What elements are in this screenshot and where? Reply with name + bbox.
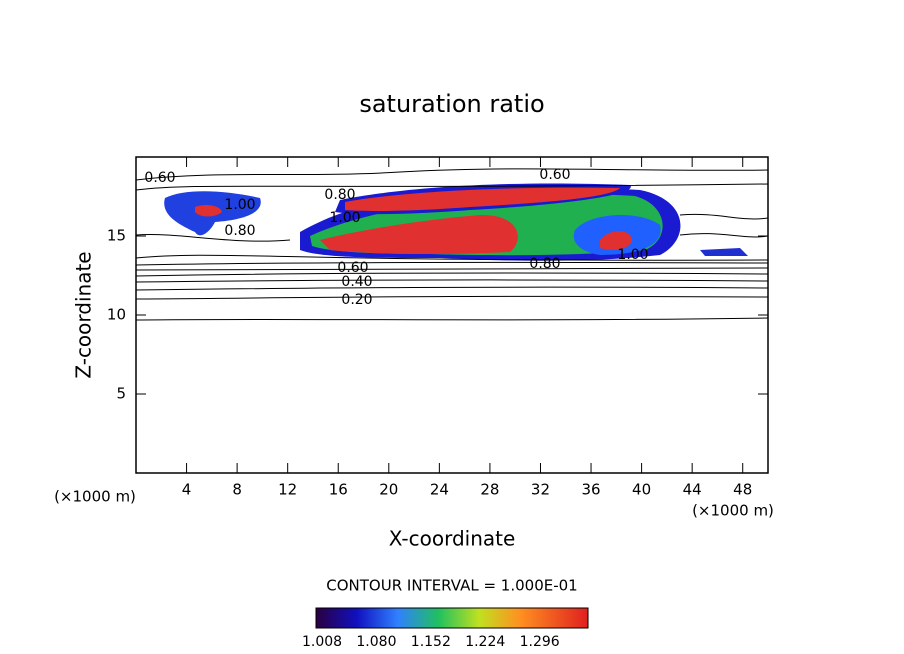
contour-label: 1.00	[617, 247, 648, 263]
x-tick-label: 40	[632, 481, 651, 499]
y-tick-label: 5	[116, 385, 126, 403]
y-unit: (×1000 m)	[692, 502, 774, 520]
x-tick-label: 48	[733, 481, 752, 499]
colorbar	[315, 607, 589, 629]
x-tick-label: 12	[278, 481, 297, 499]
contour-label: 1.00	[329, 210, 360, 226]
contour-label: 0.80	[324, 187, 355, 203]
x-axis-label: X-coordinate	[389, 527, 516, 551]
field-fill	[164, 183, 748, 261]
contour-label: 0.20	[341, 292, 372, 308]
x-tick-label: 8	[232, 481, 242, 499]
colorbar-label: 1.152	[411, 634, 451, 650]
colorbar-label: 1.224	[465, 634, 505, 650]
y-tick-label: 10	[107, 306, 126, 324]
contour-label: 0.80	[224, 223, 255, 239]
chart-title: saturation ratio	[359, 90, 544, 118]
x-tick-label: 20	[379, 481, 398, 499]
colorbar-label: 1.296	[520, 634, 560, 650]
contour-label: 0.60	[337, 260, 368, 276]
contour-label: 0.60	[539, 167, 570, 183]
contour-label: 0.80	[529, 256, 560, 272]
contour-label: 0.60	[144, 170, 175, 186]
x-tick-label: 24	[430, 481, 449, 499]
x-tick-label: 36	[581, 481, 600, 499]
contour-interval: CONTOUR INTERVAL = 1.000E-01	[326, 577, 577, 595]
x-unit: (×1000 m)	[54, 488, 136, 506]
x-tick-label: 44	[683, 481, 702, 499]
x-tick-label: 28	[480, 481, 499, 499]
x-tick-label: 16	[329, 481, 348, 499]
x-tick-label: 4	[182, 481, 192, 499]
x-tick-label: 32	[531, 481, 550, 499]
colorbar-label: 1.080	[356, 634, 396, 650]
y-tick-label: 15	[107, 227, 126, 245]
y-axis-label: Z-coordinate	[72, 251, 96, 378]
contour-label: 1.00	[224, 197, 255, 213]
colorbar-label: 1.008	[302, 634, 342, 650]
contour-label: 0.40	[341, 274, 372, 290]
